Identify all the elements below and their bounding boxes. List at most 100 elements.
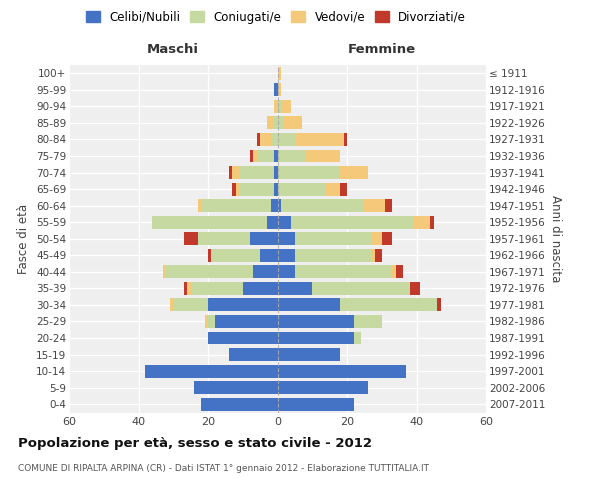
Bar: [274, 100, 277, 113]
Bar: [295, 232, 371, 245]
Bar: [354, 332, 361, 344]
Bar: [375, 249, 382, 262]
Y-axis label: Anni di nascita: Anni di nascita: [549, 195, 562, 282]
Bar: [354, 315, 382, 328]
Bar: [340, 182, 347, 196]
Bar: [413, 216, 430, 228]
Bar: [201, 199, 271, 212]
Bar: [295, 266, 392, 278]
Bar: [260, 249, 277, 262]
Bar: [173, 298, 208, 312]
Bar: [281, 100, 292, 113]
Bar: [239, 166, 274, 179]
Bar: [277, 199, 281, 212]
Text: COMUNE DI RIPALTA ARPINA (CR) - Dati ISTAT 1° gennaio 2012 - Elaborazione TUTTIT: COMUNE DI RIPALTA ARPINA (CR) - Dati IST…: [18, 464, 429, 473]
Bar: [344, 133, 347, 146]
Bar: [208, 298, 277, 312]
Bar: [253, 150, 257, 162]
Bar: [277, 216, 292, 228]
Bar: [260, 133, 271, 146]
Bar: [271, 133, 277, 146]
Bar: [274, 166, 277, 179]
Bar: [211, 249, 260, 262]
Bar: [274, 182, 277, 196]
Bar: [236, 182, 239, 196]
Bar: [284, 116, 302, 130]
Bar: [274, 150, 277, 162]
Bar: [187, 282, 191, 295]
Bar: [277, 150, 305, 162]
Bar: [277, 282, 312, 295]
Bar: [208, 315, 215, 328]
Bar: [326, 182, 340, 196]
Bar: [208, 332, 277, 344]
Bar: [430, 216, 434, 228]
Bar: [340, 298, 437, 312]
Bar: [274, 84, 277, 96]
Bar: [371, 249, 375, 262]
Bar: [292, 216, 413, 228]
Bar: [277, 381, 368, 394]
Bar: [277, 166, 340, 179]
Bar: [277, 332, 354, 344]
Bar: [277, 84, 281, 96]
Bar: [194, 381, 277, 394]
Text: Maschi: Maschi: [147, 43, 199, 56]
Bar: [364, 199, 385, 212]
Bar: [232, 182, 236, 196]
Bar: [274, 116, 277, 130]
Text: Popolazione per età, sesso e stato civile - 2012: Popolazione per età, sesso e stato civil…: [18, 438, 372, 450]
Bar: [170, 298, 173, 312]
Bar: [201, 398, 277, 410]
Bar: [184, 282, 187, 295]
Bar: [277, 232, 295, 245]
Bar: [340, 166, 368, 179]
Bar: [253, 266, 277, 278]
Bar: [277, 100, 281, 113]
Bar: [277, 315, 354, 328]
Bar: [277, 249, 295, 262]
Bar: [277, 133, 295, 146]
Bar: [250, 232, 277, 245]
Bar: [184, 232, 197, 245]
Bar: [392, 266, 395, 278]
Bar: [152, 216, 267, 228]
Bar: [191, 282, 243, 295]
Bar: [281, 199, 364, 212]
Bar: [271, 199, 277, 212]
Bar: [277, 364, 406, 378]
Bar: [437, 298, 441, 312]
Bar: [277, 67, 281, 80]
Legend: Celibi/Nubili, Coniugati/e, Vedovi/e, Divorziati/e: Celibi/Nubili, Coniugati/e, Vedovi/e, Di…: [81, 6, 471, 28]
Bar: [277, 398, 354, 410]
Bar: [215, 315, 277, 328]
Bar: [295, 249, 371, 262]
Bar: [305, 150, 340, 162]
Text: Femmine: Femmine: [347, 43, 416, 56]
Bar: [163, 266, 166, 278]
Bar: [250, 150, 253, 162]
Bar: [145, 364, 277, 378]
Bar: [243, 282, 277, 295]
Bar: [277, 182, 326, 196]
Bar: [257, 133, 260, 146]
Bar: [395, 266, 403, 278]
Bar: [166, 266, 253, 278]
Bar: [267, 216, 277, 228]
Bar: [205, 315, 208, 328]
Bar: [239, 182, 274, 196]
Bar: [257, 150, 274, 162]
Y-axis label: Fasce di età: Fasce di età: [17, 204, 31, 274]
Bar: [277, 266, 295, 278]
Bar: [385, 199, 392, 212]
Bar: [382, 232, 392, 245]
Bar: [371, 232, 382, 245]
Bar: [232, 166, 239, 179]
Bar: [312, 282, 410, 295]
Bar: [277, 348, 340, 361]
Bar: [229, 166, 232, 179]
Bar: [277, 116, 284, 130]
Bar: [197, 232, 250, 245]
Bar: [277, 298, 340, 312]
Bar: [410, 282, 420, 295]
